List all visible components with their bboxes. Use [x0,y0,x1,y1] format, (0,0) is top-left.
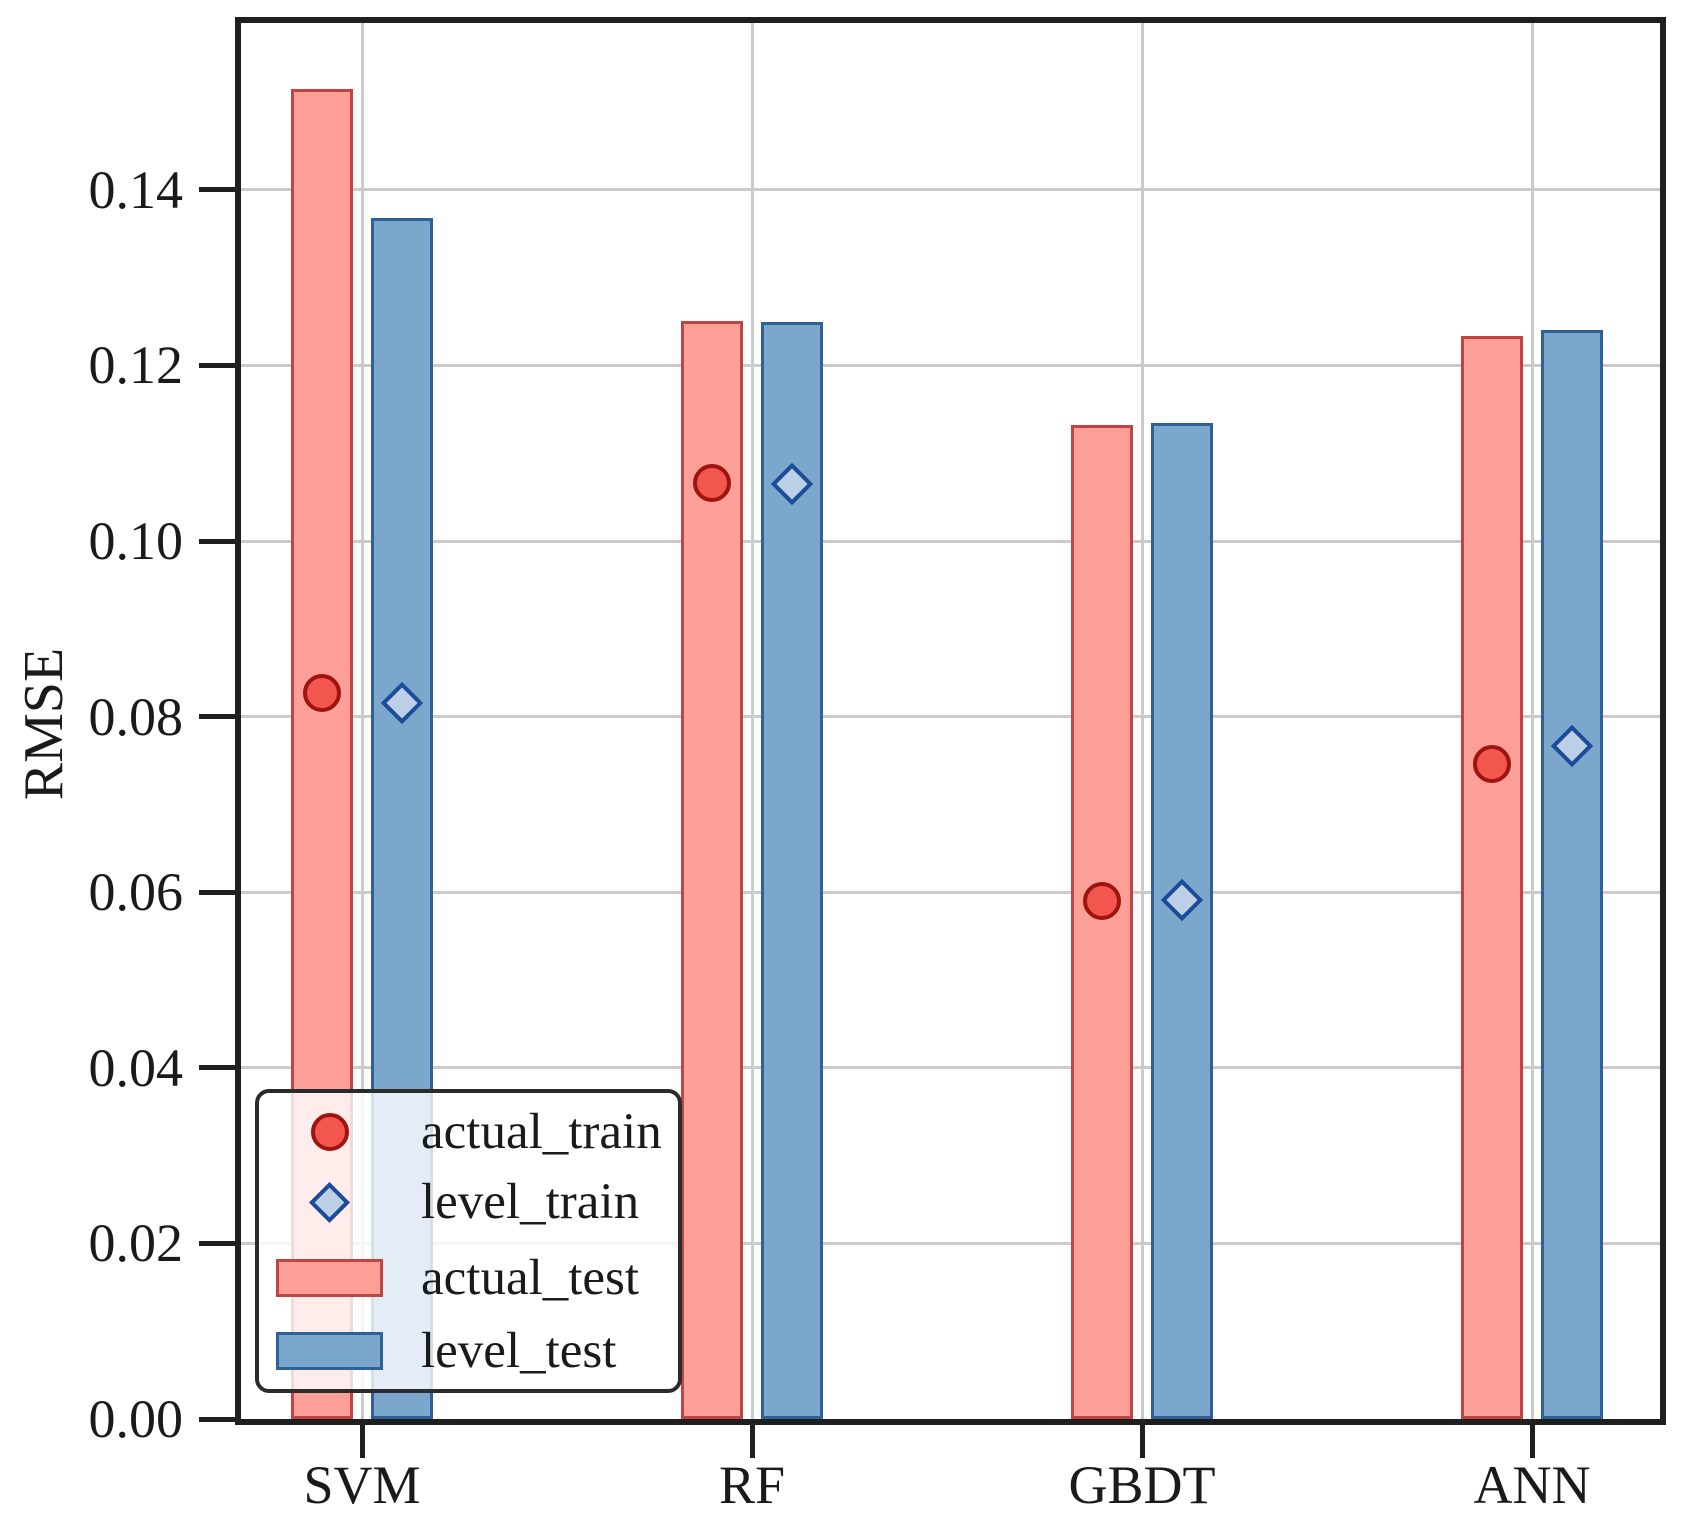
y-tick-mark-0.04 [199,1065,235,1071]
bar-actual_test-GBDT [1071,425,1133,1419]
y-tick-label: 0.06 [88,862,184,923]
y-tick-label: 0.12 [88,335,184,396]
legend-label: actual_test [421,1250,640,1306]
y-tick-label: 0.10 [88,511,184,571]
marker-actual_train-RF [693,464,731,503]
marker-actual_train-ANN [1473,745,1511,784]
y-tick-mark-0.06 [199,889,235,895]
plot-area: actual_train level_train actual_test level_… [235,17,1666,1425]
gridline-v-RF [750,23,754,1419]
legend-label: level_test [421,1323,617,1379]
diamond-marker-icon [308,1181,351,1223]
legend-entry-level_test: level_test [259,1313,678,1389]
x-tick-mark-GBDT [1139,1425,1145,1458]
legend-label: actual_train [421,1104,662,1160]
legend-entry-actual_test: actual_test [259,1240,678,1316]
bar-actual_test-RF [681,320,743,1419]
bar-actual_test-ANN [1461,336,1523,1419]
y-tick-label: 0.14 [88,159,184,220]
gridline-v-ANN [1530,23,1534,1419]
x-tick-mark-RF [749,1425,755,1458]
y-tick-mark-0.10 [199,538,235,544]
legend-marker-cell [276,1181,383,1223]
y-tick-label: 0.08 [88,686,184,747]
gridline-h-0.10 [241,539,1660,543]
legend-swatch-actual_test [276,1259,383,1297]
y-tick-mark-0.02 [199,1240,235,1246]
legend-entry-level_train: level_train [259,1164,678,1240]
x-tick-label: RF [718,1455,786,1515]
legend-entry-actual_train: actual_train [259,1094,678,1170]
marker-actual_train-SVM [303,673,341,712]
bar-level_test-ANN [1541,330,1603,1419]
y-tick-mark-0.00 [199,1416,235,1422]
y-tick-label: 0.00 [88,1389,184,1449]
gridline-v-GBDT [1140,23,1144,1419]
x-tick-label: SVM [303,1455,421,1515]
y-tick-mark-0.14 [199,187,235,193]
gridline-v-SVM [360,23,364,1419]
gridline-h-0.14 [241,188,1660,192]
marker-actual_train-GBDT [1083,881,1121,920]
x-tick-label: ANN [1473,1455,1591,1515]
x-tick-mark-SVM [359,1425,365,1458]
gridline-h-0.06 [241,890,1660,894]
gridline-h-0.12 [241,363,1660,367]
y-tick-label: 0.02 [88,1213,184,1274]
y-tick-mark-0.08 [199,714,235,720]
legend-marker-cell [276,1259,383,1297]
gridline-h-0.04 [241,1066,1660,1070]
y-tick-label: 0.04 [88,1037,184,1098]
legend-label: level_train [421,1174,640,1230]
x-tick-label: GBDT [1068,1455,1216,1515]
gridline-h-0.02 [241,1241,1660,1245]
legend-swatch-level_test [276,1332,383,1370]
legend-box: actual_train level_train actual_test level_… [255,1089,682,1393]
legend-marker-cell [276,1113,383,1151]
legend-marker-cell [276,1332,383,1370]
circle-marker-icon [310,1113,349,1151]
y-tick-mark-0.12 [199,362,235,368]
x-tick-mark-ANN [1529,1425,1535,1458]
gridline-h-0.08 [241,715,1660,719]
